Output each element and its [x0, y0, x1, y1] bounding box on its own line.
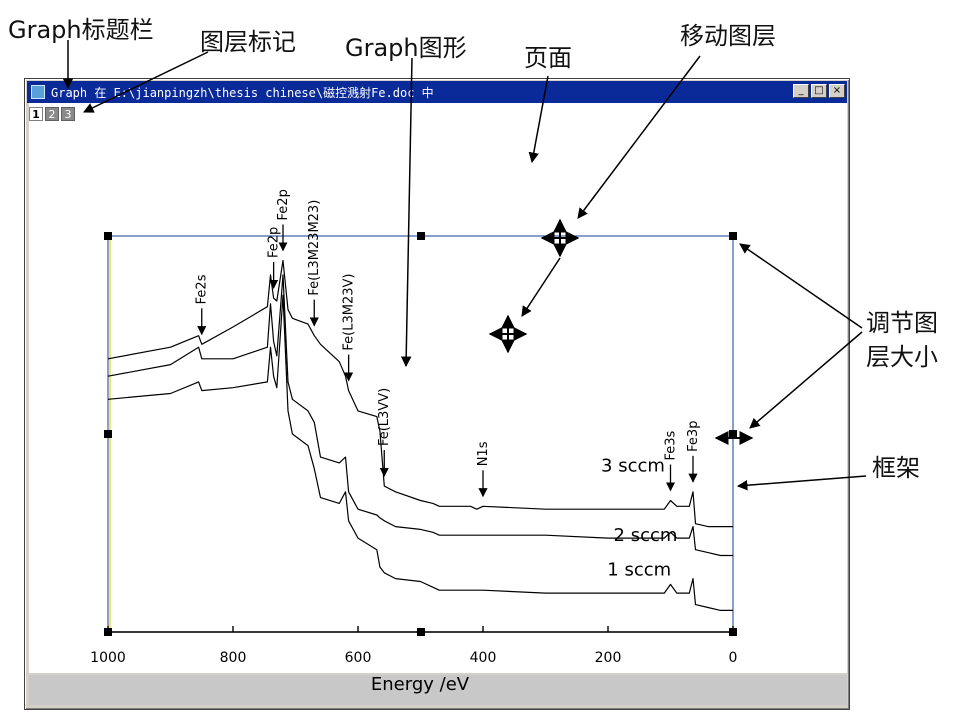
spectrum-line-1 [107, 259, 733, 528]
arrow-to-graph-figure [400, 57, 413, 368]
callout-frame: 框架 [872, 454, 920, 482]
resize-handle-right-middle[interactable] [729, 430, 737, 438]
arrow-to-page [528, 75, 549, 164]
callout-page: 页面 [524, 44, 572, 72]
series-label-1: 3 sccm [601, 456, 665, 477]
peak-label: N1s [476, 441, 491, 466]
callout-resize-line-1: 调节图 [866, 309, 938, 337]
minimize-button[interactable]: _ [793, 84, 809, 98]
peak-label: Fe(L3VV) [377, 388, 392, 446]
move-cursor-icon[interactable] [540, 218, 580, 258]
window-titlebar[interactable]: Graph 在 E:\jianpingzh\thesis chinese\磁控溅… [27, 81, 847, 103]
peak-label: Fe2p [276, 189, 291, 220]
arrow-to-frame [736, 475, 867, 491]
peak-label: Fe2s [195, 274, 210, 304]
resize-handle-top-left[interactable] [104, 232, 112, 240]
close-button[interactable]: × [829, 84, 845, 98]
spectrum-series: 3 sccm 2 sccm 1 sccm [107, 259, 733, 612]
peak-label: Fe3s [664, 430, 679, 460]
x-axis-title: Energy /eV [371, 674, 470, 695]
move-cursor-icon-2[interactable] [488, 314, 528, 354]
arrow-to-move-cursor-2 [521, 257, 561, 317]
layer-tab-2[interactable]: 2 [45, 107, 59, 121]
callout-arrows [62, 40, 867, 491]
arrow-to-move-cursor [577, 55, 701, 219]
peak-label: Fe(L3M23M23) [307, 200, 322, 296]
callout-resize-line-2: 层大小 [866, 343, 938, 371]
x-tick-label: 400 [470, 650, 497, 666]
peak-label: Fe3p [686, 421, 701, 452]
x-tick-label: 200 [595, 650, 622, 666]
series-label-2: 2 sccm [614, 525, 678, 546]
callout-title-bar: Graph标题栏 [8, 16, 154, 44]
layer-tabs: 1 2 3 [29, 107, 75, 121]
peak-label: Fe(L3M23V) [342, 274, 357, 351]
x-tick-label: 0 [729, 650, 738, 666]
x-tick-label: 1000 [90, 650, 126, 666]
resize-handle-top-right[interactable] [729, 232, 737, 240]
window-status-strip [29, 675, 847, 705]
layer-tab-1[interactable]: 1 [29, 107, 43, 121]
graph-page[interactable] [29, 103, 847, 673]
x-tick-label: 600 [345, 650, 372, 666]
layer-tab-3[interactable]: 3 [61, 107, 75, 121]
resize-handle-left-middle[interactable] [104, 430, 112, 438]
series-label-3: 1 sccm [607, 560, 671, 581]
resize-handle-top-middle[interactable] [417, 232, 425, 240]
callout-resize-layer: 调节图 层大小 [866, 306, 938, 374]
peak-annotations: Fe2s Fe2p Fe2p Fe(L3M23M23) Fe(L3M23V) Fe(L3V… [195, 189, 701, 498]
arrow-to-layer-marker [83, 51, 209, 113]
callout-graph-figure: Graph图形 [345, 34, 467, 62]
window-title: Graph 在 E:\jianpingzh\thesis chinese\磁控溅… [51, 85, 434, 100]
arrow-to-resize-side [749, 331, 863, 429]
x-tick-label: 800 [220, 650, 247, 666]
graph-app-icon[interactable] [31, 85, 45, 99]
spectrum-line-3 [107, 294, 733, 612]
peak-label: Fe2p [267, 227, 282, 258]
callout-layer-marker: 图层标记 [200, 28, 296, 56]
spectrum-line-2 [107, 274, 733, 557]
arrow-to-resize-corner [739, 243, 863, 329]
maximize-button[interactable]: □ [811, 84, 827, 98]
callout-move-layer: 移动图层 [680, 22, 776, 50]
x-axis-ticks: 1000 800 600 400 200 0 [90, 626, 737, 666]
